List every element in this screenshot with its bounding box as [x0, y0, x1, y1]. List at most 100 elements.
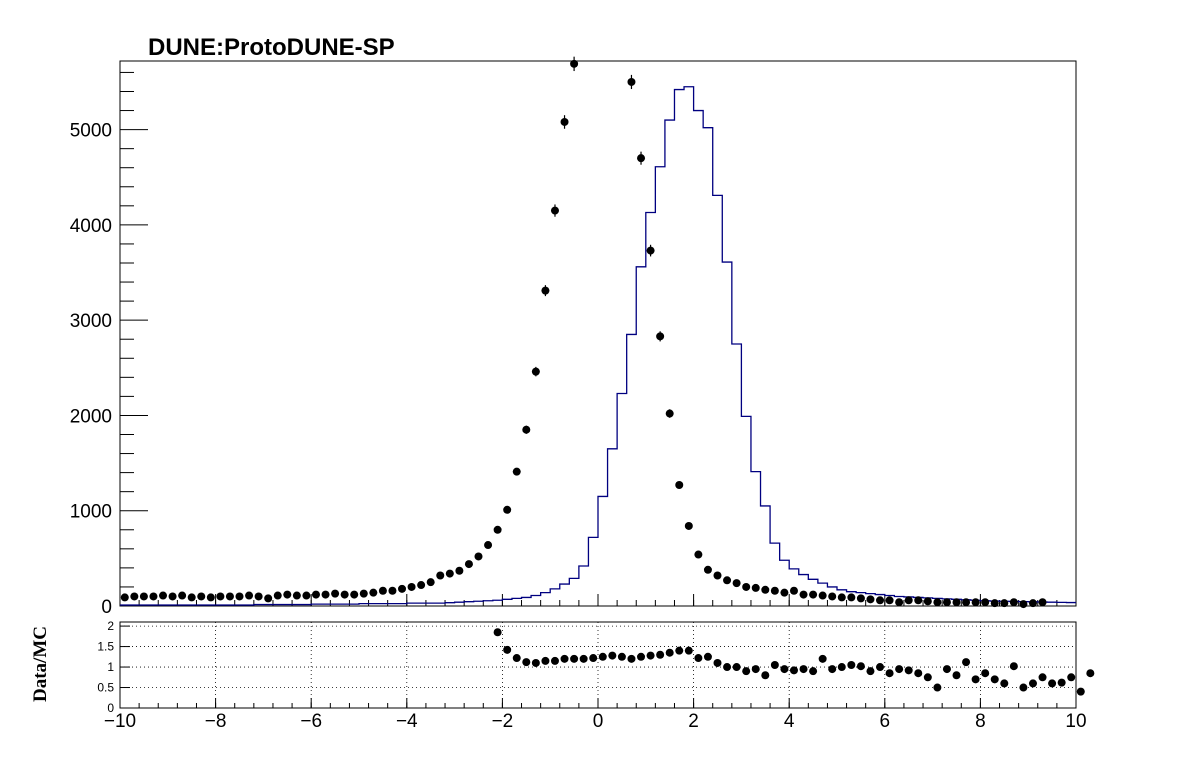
data-point — [656, 332, 665, 341]
ratio-point — [751, 665, 760, 674]
y-tick-label: 0 — [101, 597, 112, 618]
ratio-point — [503, 645, 512, 654]
ratio-point — [512, 654, 521, 663]
data-point — [273, 591, 282, 600]
data-point — [895, 598, 904, 607]
data-point — [904, 596, 913, 605]
data-point — [866, 595, 875, 604]
data-point — [713, 571, 722, 580]
ratio-point — [914, 669, 923, 678]
data-point — [761, 585, 770, 594]
ratio-point — [799, 665, 808, 674]
data-point — [1038, 598, 1047, 607]
ratio-point — [493, 628, 502, 637]
ratio-x-tick-label: 0 — [593, 711, 604, 732]
data-point — [311, 590, 320, 599]
ratio-point — [770, 661, 779, 669]
data-point — [522, 425, 531, 434]
data-point — [684, 521, 693, 530]
ratio-point — [885, 669, 894, 678]
ratio-point — [703, 652, 712, 661]
y-tick-label: 1000 — [70, 502, 112, 523]
ratio-point — [962, 658, 971, 667]
ratio-point — [684, 646, 693, 655]
data-point — [426, 578, 435, 587]
ratio-point — [866, 667, 875, 676]
ratio-x-tick-label: −8 — [205, 711, 227, 732]
ratio-x-tick-label: −10 — [104, 711, 136, 732]
data-point — [388, 586, 397, 595]
ratio-point — [847, 661, 856, 669]
data-point — [398, 584, 407, 593]
data-point — [675, 480, 684, 489]
ratio-point — [789, 666, 798, 675]
data-point — [828, 592, 837, 601]
ratio-point — [646, 651, 655, 660]
data-point — [417, 581, 426, 590]
ratio-point — [1000, 679, 1009, 688]
data-point — [436, 571, 445, 580]
ratio-point — [837, 663, 846, 672]
data-point — [359, 589, 368, 598]
y-tick-label: 3000 — [70, 311, 112, 332]
ratio-point — [809, 667, 818, 676]
data-point — [856, 594, 865, 603]
data-point — [139, 592, 148, 601]
ratio-x-tick-label: −2 — [492, 711, 514, 732]
ratio-point — [1057, 678, 1066, 687]
data-point — [847, 593, 856, 602]
data-point — [962, 598, 971, 607]
ratio-point — [579, 654, 588, 663]
ratio-point — [923, 673, 932, 682]
ratio-point — [952, 671, 961, 680]
data-point — [627, 77, 636, 86]
ratio-point — [1038, 673, 1047, 682]
data-point — [789, 586, 798, 595]
data-point — [464, 560, 473, 569]
data-point — [952, 598, 961, 607]
data-point — [130, 592, 139, 601]
data-point — [340, 590, 349, 599]
data-point — [331, 589, 340, 598]
data-point — [637, 154, 646, 163]
data-point — [350, 590, 359, 599]
ratio-point — [742, 667, 751, 676]
data-point — [283, 590, 292, 599]
data-point — [646, 246, 655, 255]
ratio-point — [723, 663, 732, 672]
ratio-point — [541, 656, 550, 665]
ratio-point — [971, 675, 980, 684]
data-point — [474, 552, 483, 561]
ratio-point — [531, 658, 540, 667]
data-point — [407, 582, 416, 591]
data-point — [665, 409, 674, 418]
data-point — [914, 596, 923, 605]
ratio-point — [637, 652, 646, 661]
ratio-point — [694, 654, 703, 663]
data-point — [159, 591, 168, 600]
data-point — [732, 579, 741, 588]
data-point — [245, 591, 254, 600]
ratio-point — [675, 646, 684, 655]
data-point — [321, 590, 330, 599]
data-point — [751, 583, 760, 592]
ratio-y-tick-label: 0.5 — [97, 681, 114, 695]
data-point — [503, 505, 512, 514]
data-point — [484, 541, 493, 550]
data-point — [168, 592, 177, 601]
ratio-x-tick-label: 8 — [975, 711, 986, 732]
ratio-point — [761, 671, 770, 680]
ratio-point — [942, 665, 951, 674]
ratio-point — [522, 658, 531, 667]
data-point — [570, 59, 579, 68]
data-point — [1028, 599, 1037, 608]
mc-histogram-line — [120, 86, 1076, 606]
data-point — [120, 593, 129, 602]
data-point — [770, 586, 779, 595]
ratio-point — [656, 650, 665, 659]
data-point — [742, 582, 751, 591]
ratio-point — [627, 654, 636, 663]
data-point — [971, 598, 980, 607]
ratio-point — [617, 652, 626, 661]
ratio-point — [665, 648, 674, 657]
